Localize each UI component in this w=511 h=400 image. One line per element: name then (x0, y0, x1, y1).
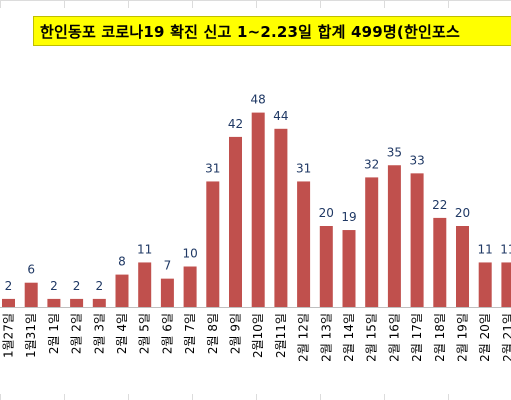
bar[interactable] (433, 217, 447, 307)
data-label: 2 (50, 279, 58, 293)
bar[interactable] (47, 298, 61, 307)
data-label: 35 (387, 145, 402, 159)
chart-title: 한인동포 코로나19 확진 신고 1~2.23일 합계 499명(한인포스 (40, 23, 460, 41)
data-label: 7 (164, 259, 172, 273)
data-label: 42 (228, 117, 243, 131)
data-label: 20 (319, 206, 334, 220)
x-tick-label: 2월 1일 (47, 313, 61, 354)
chart-title-box: 한인동포 코로나19 확진 신고 1~2.23일 합계 499명(한인포스 (33, 16, 511, 46)
data-label: 2 (73, 279, 81, 293)
x-tick-label: 1월31일 (24, 313, 38, 358)
bar[interactable] (501, 262, 511, 307)
data-label: 11 (500, 242, 511, 256)
bar[interactable] (115, 274, 129, 307)
bar[interactable] (160, 278, 174, 307)
bar[interactable] (229, 136, 242, 307)
x-tick-label: 2월 9일 (229, 313, 243, 354)
x-tick-label: 2월10일 (251, 313, 265, 358)
data-label: 33 (409, 153, 424, 167)
data-label: 19 (341, 210, 356, 224)
bar[interactable] (2, 298, 15, 307)
x-tick-label: 2월 8일 (206, 313, 220, 354)
bar[interactable] (24, 282, 38, 307)
data-label: 11 (137, 242, 152, 256)
bar[interactable] (365, 177, 379, 307)
x-tick-label: 2월 5일 (138, 313, 152, 354)
x-tick-label: 2월 12일 (297, 313, 311, 362)
bar[interactable] (206, 181, 220, 307)
bar[interactable] (183, 266, 197, 308)
x-tick-label: 2월 19일 (456, 313, 470, 362)
bar[interactable] (251, 112, 265, 307)
x-tick-label: 2월 2일 (70, 313, 84, 354)
x-tick-label: 2월 18일 (433, 313, 447, 362)
data-label: 44 (273, 109, 288, 123)
data-label: 32 (364, 157, 379, 171)
bar[interactable] (478, 262, 492, 307)
data-label: 2 (5, 279, 13, 293)
x-tick-label: 2월 6일 (160, 313, 174, 354)
bar[interactable] (319, 226, 333, 307)
x-tick-label: 2월 16일 (387, 313, 401, 362)
data-label: 11 (478, 242, 493, 256)
data-label: 48 (251, 93, 266, 107)
data-label: 31 (205, 161, 220, 175)
x-tick-label: 2월 20일 (478, 313, 492, 362)
bar[interactable] (297, 181, 311, 307)
x-tick-label: 2월 13일 (319, 313, 333, 362)
x-tick-label: 2월 21일 (501, 313, 511, 362)
bar[interactable] (456, 226, 469, 307)
data-label: 10 (182, 247, 197, 261)
data-label: 31 (296, 161, 311, 175)
x-tick-label: 2월 15일 (365, 313, 379, 362)
data-label: 22 (432, 198, 447, 212)
bar[interactable] (410, 173, 424, 307)
bar[interactable] (387, 165, 401, 307)
x-tick-label: 2월 7일 (183, 313, 197, 354)
bar[interactable] (274, 128, 288, 307)
x-tick-label: 2월 14일 (342, 313, 356, 362)
data-label: 20 (455, 206, 470, 220)
x-tick-label: 2월11일 (274, 313, 288, 358)
x-tick-label: 1월27일 (2, 313, 16, 358)
bar[interactable] (138, 262, 152, 307)
bar[interactable] (92, 298, 106, 307)
bar[interactable] (70, 298, 84, 307)
data-label: 2 (95, 279, 103, 293)
data-label: 6 (27, 263, 35, 277)
x-tick-label: 2월 3일 (92, 313, 106, 354)
data-label: 8 (118, 255, 126, 269)
x-tick-label: 2월 17일 (410, 313, 424, 362)
bar[interactable] (342, 230, 356, 307)
x-tick-label: 2월 4일 (115, 313, 129, 354)
